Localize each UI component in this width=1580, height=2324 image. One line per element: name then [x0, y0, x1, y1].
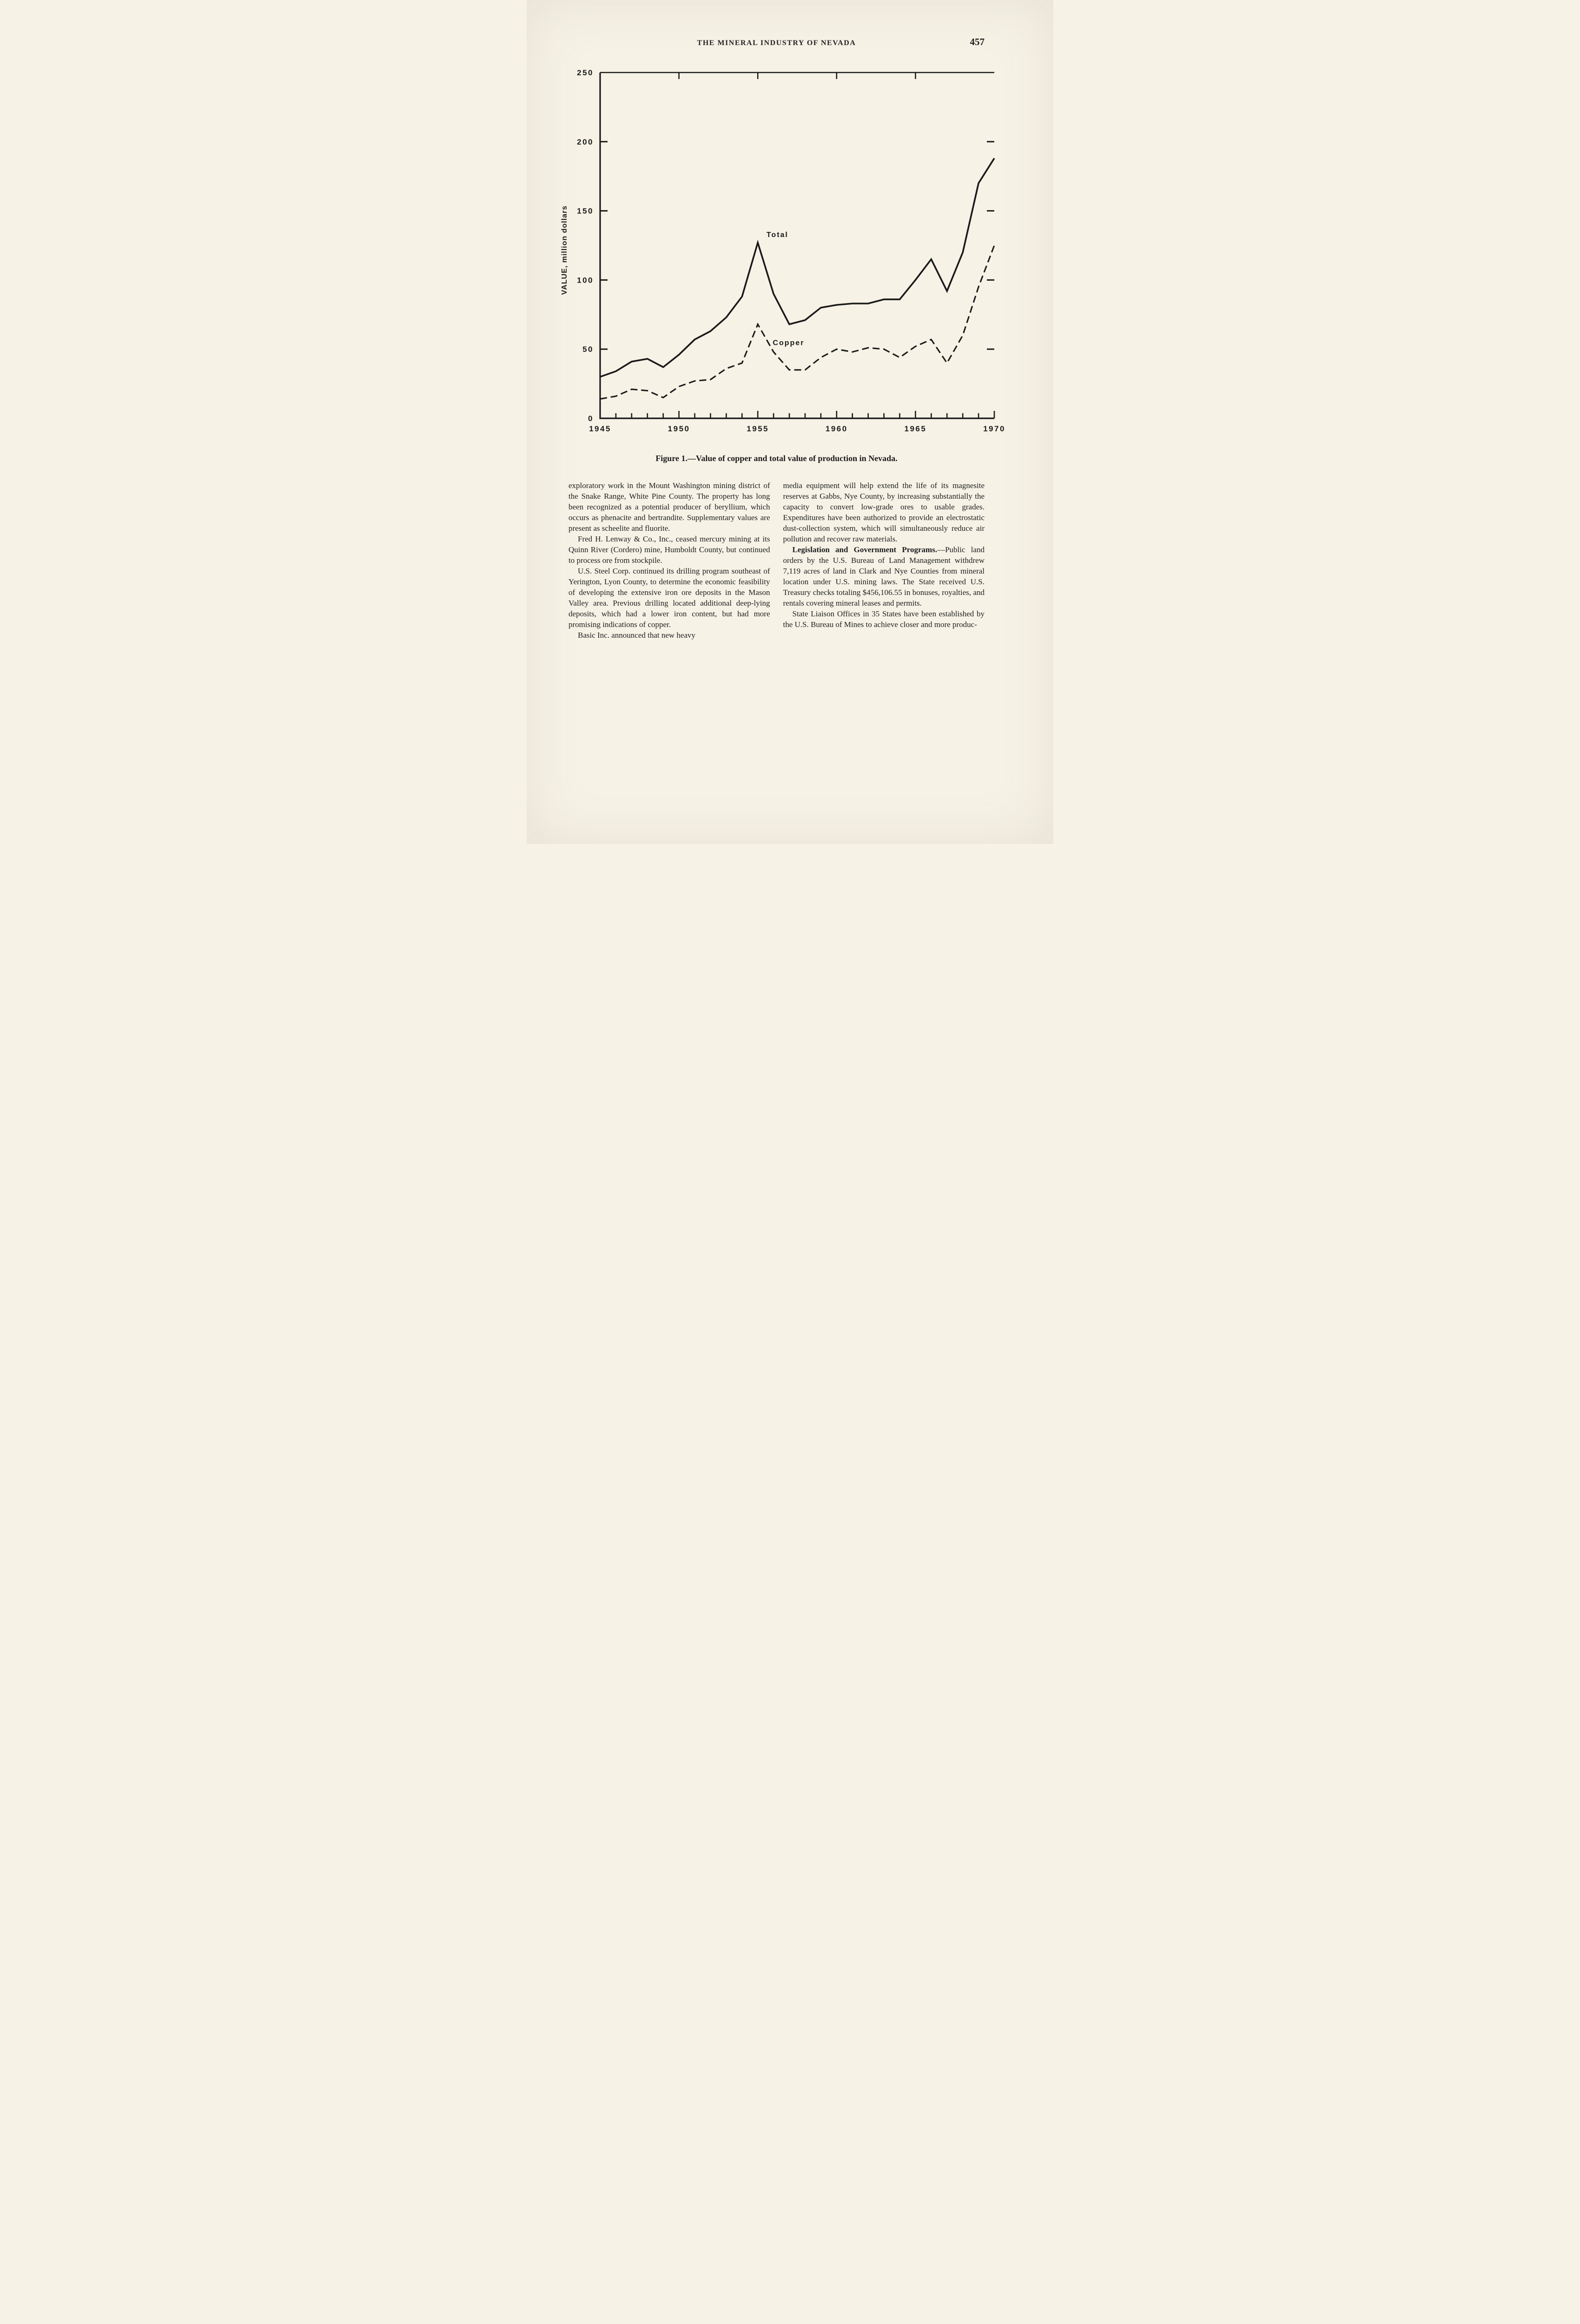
column-right: media equipment will help extend the lif… [783, 480, 985, 640]
y-tick-label: 100 [577, 276, 594, 284]
paragraph: exploratory work in the Mount Washington… [569, 481, 770, 533]
paragraph: Fred H. Lenway & Co., Inc., ceased mercu… [569, 535, 770, 565]
series-total-line [600, 158, 995, 378]
y-tick-label: 0 [588, 414, 594, 423]
y-tick-label: 250 [577, 68, 594, 77]
x-tick-label: 1955 [747, 424, 769, 433]
paragraph: State Liaison Offices in 35 States have … [783, 609, 985, 629]
axis-frame [599, 73, 994, 419]
x-tick-label: 1970 [983, 424, 1005, 433]
page-header-title: THE MINERAL INDUSTRY OF NEVADA [697, 39, 856, 47]
y-axis-label: VALUE, million dollars [561, 205, 569, 295]
x-tick-label: 1965 [904, 424, 926, 433]
paragraph-lead: Legislation and Government Programs. [792, 545, 938, 554]
figure-caption: Figure 1.—Value of copper and total valu… [655, 454, 898, 463]
series-copper-line [600, 245, 995, 400]
body-text: exploratory work in the Mount Washington… [569, 480, 985, 640]
page-number: 457 [970, 36, 985, 47]
paragraph-text: —Public land orders by the U.S. Bureau o… [783, 545, 985, 607]
x-tick-label: 1945 [589, 424, 611, 433]
y-tick-label: 50 [582, 345, 594, 354]
figure-1: VALUE, million dollars 0 50 100 150 200 250 19… [549, 64, 1031, 442]
paragraph: Legislation and Government Programs.—Pub… [783, 544, 985, 608]
column-left: exploratory work in the Mount Washington… [569, 480, 770, 640]
series-label-copper: Copper [773, 339, 804, 347]
x-tick-label: 1950 [668, 424, 690, 433]
running-head: THE MINERAL INDUSTRY OF NEVADA 457 [569, 0, 985, 53]
figure-chart-svg: VALUE, million dollars 0 50 100 150 200 250 19… [561, 68, 1005, 433]
y-tick-label: 150 [577, 207, 594, 216]
series-label-total: Total [767, 231, 788, 239]
scanned-page: THE MINERAL INDUSTRY OF NEVADA 457 VALUE… [527, 0, 1053, 844]
x-tick-label: 1960 [826, 424, 848, 433]
paragraph: Basic Inc. announced that new heavy [578, 631, 696, 640]
paragraph: U.S. Steel Corp. continued its drilling … [569, 567, 770, 629]
y-tick-label: 200 [577, 138, 594, 146]
paragraph: media equipment will help extend the lif… [783, 481, 985, 543]
